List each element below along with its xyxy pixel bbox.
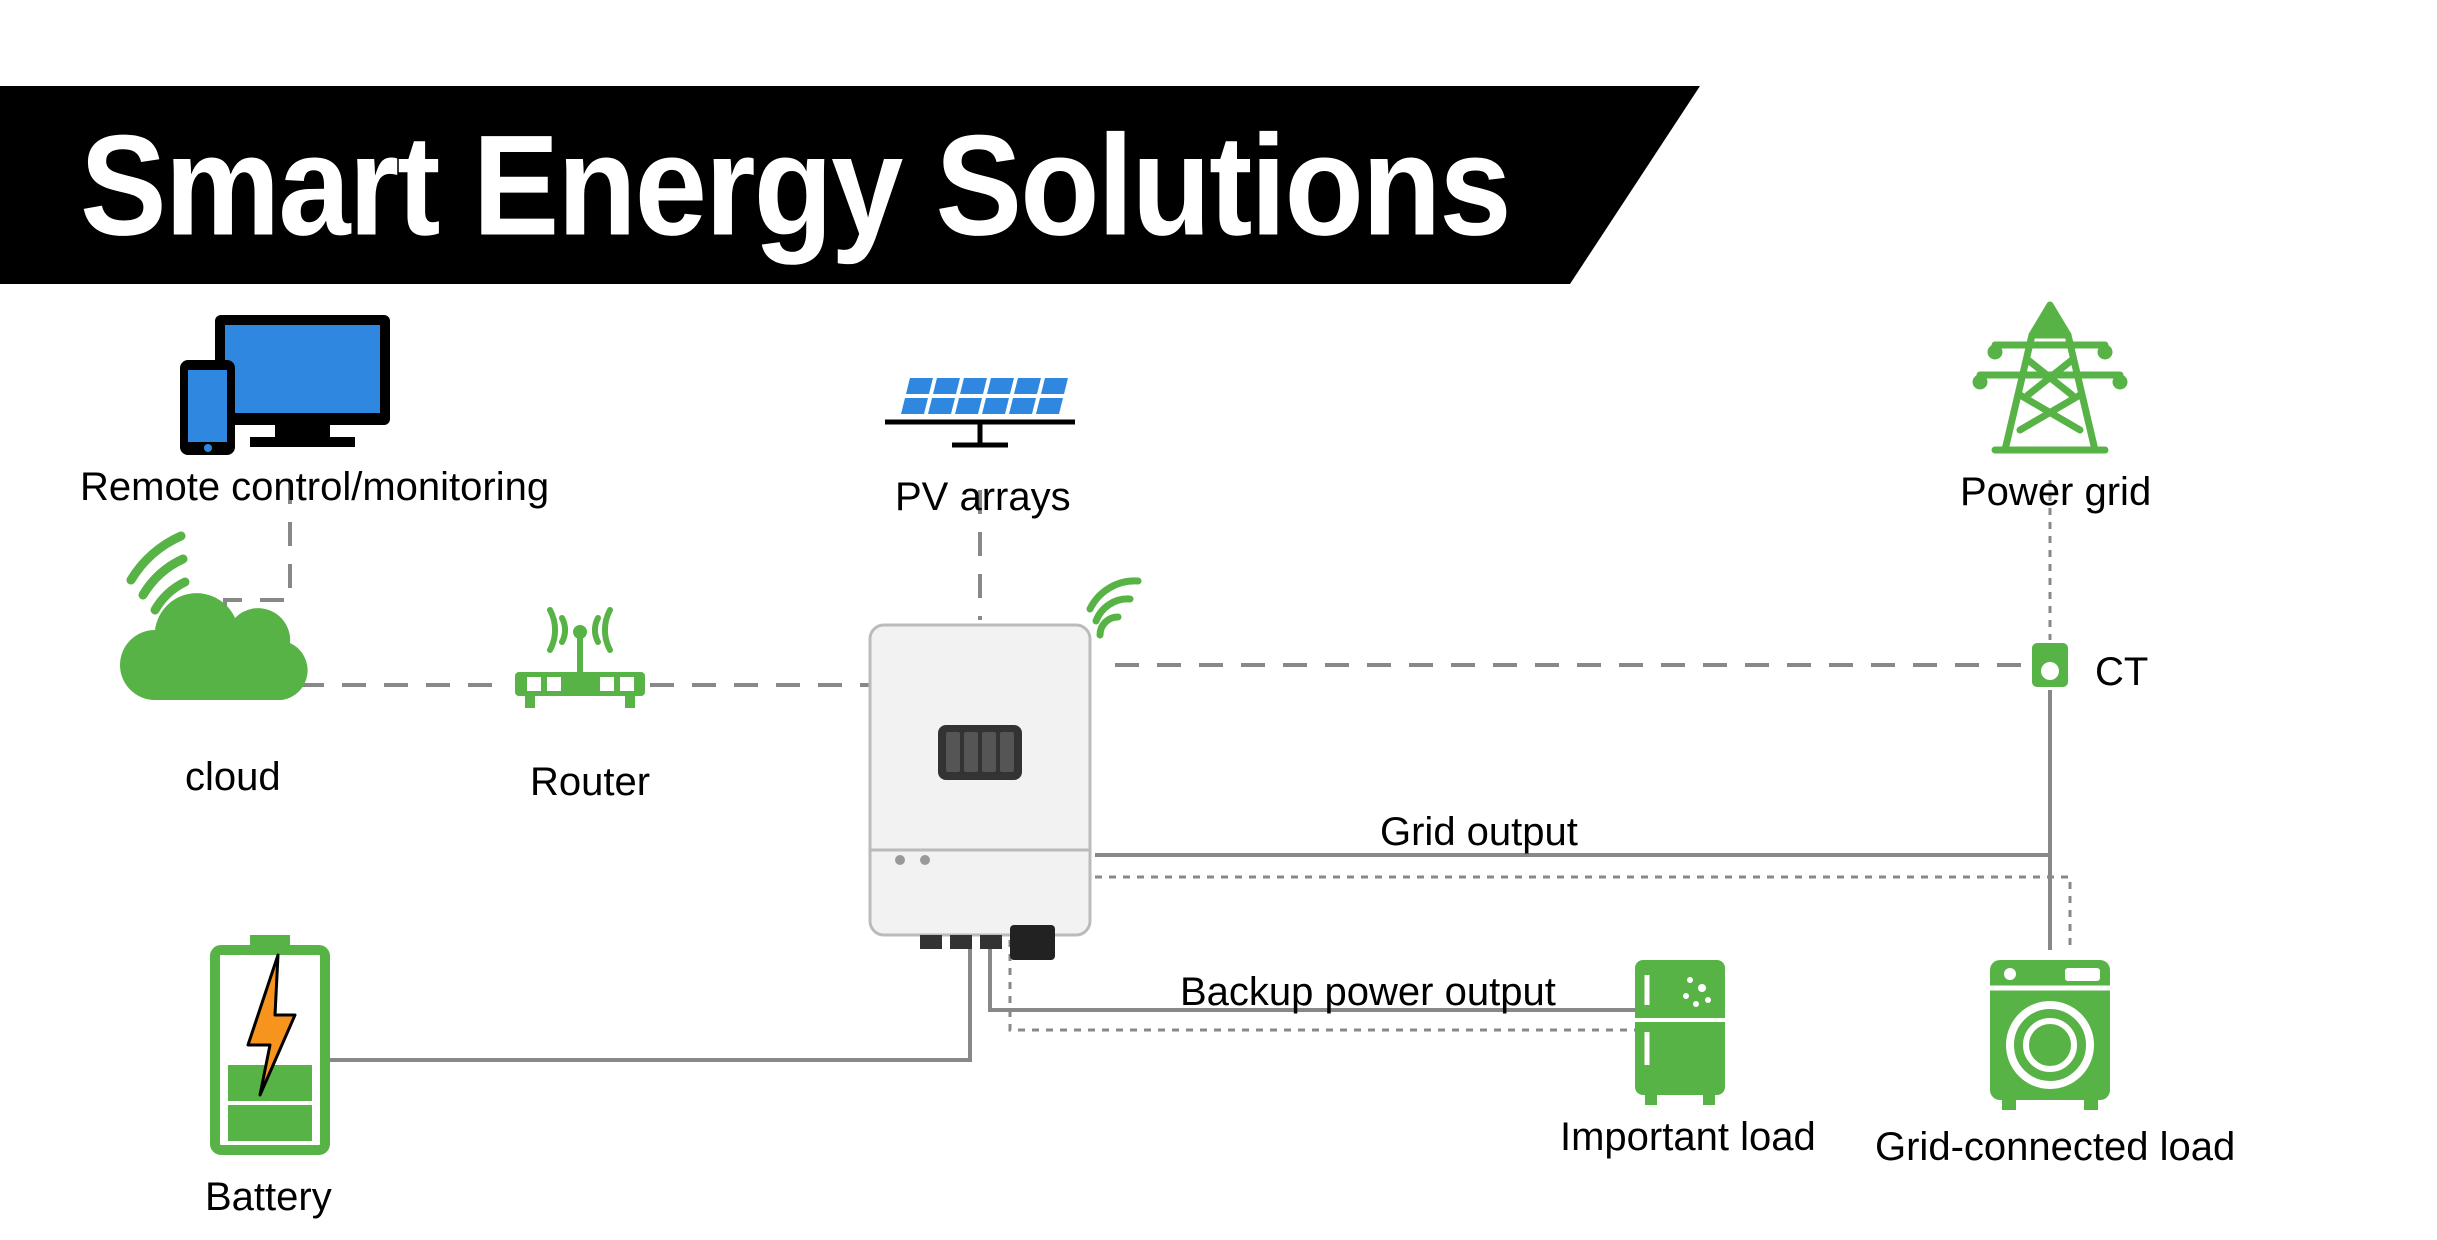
battery-icon xyxy=(215,935,325,1150)
label-gridload: Grid-connected load xyxy=(1875,1125,2235,1170)
label-pv: PV arrays xyxy=(895,475,1071,520)
inverter-icon xyxy=(870,581,1138,960)
edge-inverter-battery xyxy=(330,940,970,1060)
label-grid-output: Grid output xyxy=(1380,810,1578,855)
router-icon xyxy=(515,610,645,708)
label-remote: Remote control/monitoring xyxy=(80,465,549,510)
label-battery: Battery xyxy=(205,1175,332,1220)
label-powergrid: Power grid xyxy=(1960,470,2151,515)
label-cloud: cloud xyxy=(185,755,281,800)
label-important: Important load xyxy=(1560,1115,1816,1160)
cloud-icon xyxy=(120,536,308,700)
diagram-canvas xyxy=(0,0,2437,1240)
edge-inverter-gridload xyxy=(1095,877,2070,950)
monitor-icon xyxy=(180,315,390,455)
label-backup-output: Backup power output xyxy=(1180,970,1556,1015)
ct-icon xyxy=(2032,643,2068,687)
fridge-icon xyxy=(1635,960,1725,1105)
washer-icon xyxy=(1990,960,2110,1110)
pv-icon xyxy=(885,378,1075,445)
label-ct: CT xyxy=(2095,650,2148,695)
powergrid-icon xyxy=(1976,305,2124,450)
label-router: Router xyxy=(530,760,650,805)
